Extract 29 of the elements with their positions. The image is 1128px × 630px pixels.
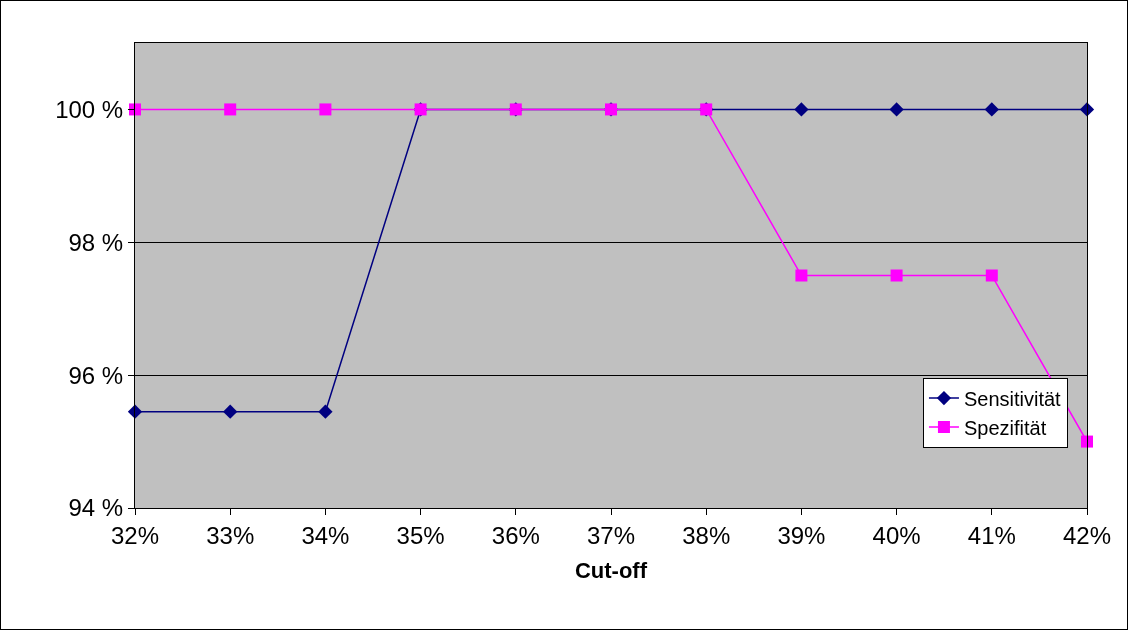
- x-tick-label: 34%: [301, 521, 350, 549]
- x-axis-title: Cut-off: [574, 557, 648, 583]
- x-tick-label: 41%: [967, 521, 1016, 549]
- point: [795, 269, 808, 282]
- x-tick-label: 42%: [1062, 521, 1112, 549]
- point: [1081, 435, 1093, 448]
- x-tick-label: 40%: [872, 521, 921, 549]
- y-tick-label: 94 %: [68, 494, 124, 522]
- x-tick-label: 38%: [682, 521, 731, 549]
- point: [318, 404, 333, 419]
- point: [890, 269, 903, 282]
- point: [319, 103, 332, 116]
- point: [223, 404, 238, 419]
- point: [794, 102, 809, 117]
- point: [985, 269, 998, 282]
- y-tick-label: 98 %: [68, 228, 124, 256]
- legend-label: Sensitivität: [963, 387, 1062, 410]
- x-tick-label: 36%: [491, 521, 540, 549]
- x-tick-label: 32%: [110, 521, 160, 549]
- x-tick-label: 39%: [777, 521, 826, 549]
- y-tick-label: 96 %: [68, 361, 124, 389]
- x-tick-label: 33%: [206, 521, 255, 549]
- point: [984, 102, 999, 117]
- legend-label: Spezifität: [963, 416, 1047, 439]
- point: [224, 103, 237, 116]
- point: [889, 102, 904, 117]
- x-tick-label: 37%: [586, 521, 636, 549]
- y-tick-label: 100 %: [55, 95, 124, 123]
- x-tick-label: 35%: [396, 521, 445, 549]
